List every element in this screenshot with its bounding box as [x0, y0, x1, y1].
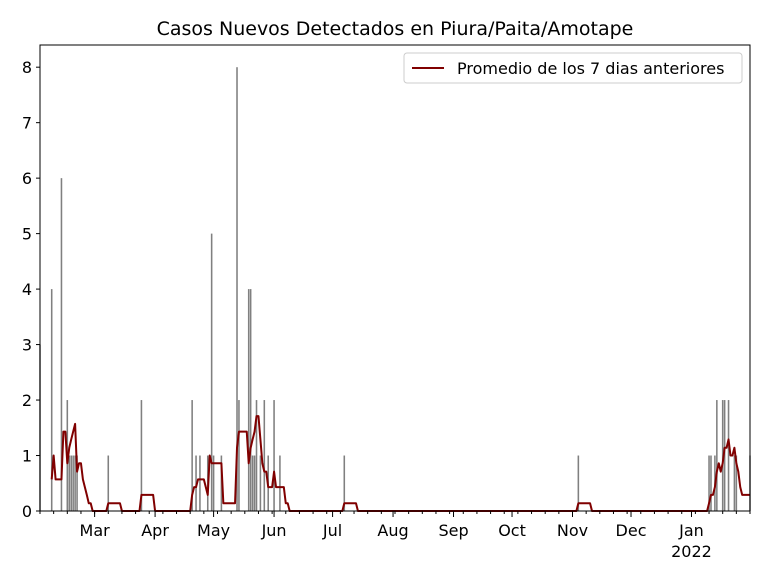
bar: [735, 455, 738, 511]
bar: [249, 289, 252, 511]
bar: [273, 400, 275, 511]
bar: [191, 400, 193, 511]
bar: [74, 455, 76, 511]
x-tick-label: Jul: [322, 521, 342, 540]
bar: [107, 455, 110, 511]
bar: [727, 400, 730, 511]
line-layer: [50, 415, 750, 512]
bar: [253, 455, 256, 511]
y-tick-label: 8: [22, 58, 32, 77]
bar: [259, 455, 262, 511]
bar: [716, 400, 718, 511]
x-tick-label: Dec: [616, 521, 647, 540]
y-tick-label: 5: [22, 225, 32, 244]
bar: [72, 455, 74, 511]
bar: [236, 67, 238, 511]
y-tick-label: 0: [22, 502, 32, 521]
y-tick-label: 1: [22, 447, 32, 466]
bar: [76, 455, 78, 511]
bar: [210, 233, 213, 511]
y-tick-label: 2: [22, 391, 32, 410]
y-tick-label: 4: [22, 280, 32, 299]
y-tick-label: 3: [22, 336, 32, 355]
bar: [708, 455, 710, 511]
bar: [255, 400, 258, 511]
bar: [140, 400, 143, 511]
bar: [70, 455, 72, 511]
y-axis: 0 1 2 3 4 5 6 7 8: [22, 58, 40, 521]
bar: [733, 455, 736, 511]
x-tick-label: Jan: [678, 521, 704, 540]
x-tick-label: Jun: [261, 521, 287, 540]
bar: [577, 455, 580, 511]
legend-box: [403, 52, 743, 84]
bar: [212, 455, 215, 511]
bar: [199, 455, 201, 511]
bar: [251, 455, 254, 511]
x-tick-label: Mar: [80, 521, 111, 540]
chart-title: Casos Nuevos Detectados en Piura/Paita/A…: [157, 18, 634, 40]
bar: [343, 455, 346, 511]
series-line: [50, 415, 750, 512]
bar: [50, 289, 53, 511]
bar: [68, 455, 71, 511]
legend-label: Promedio de los 7 dias anteriores: [457, 59, 724, 78]
x-tick-label: Apr: [141, 521, 169, 540]
legend: Promedio de los 7 dias anteriores: [403, 52, 743, 84]
bar: [238, 400, 240, 511]
bar: [279, 455, 281, 511]
x-tick-label: May: [197, 521, 230, 540]
x-tick-label: Aug: [377, 521, 408, 540]
x-tick-label: Sep: [438, 521, 468, 540]
y-tick-label: 6: [22, 169, 32, 188]
x-tick-year-label: 2022: [671, 542, 712, 561]
y-tick-label: 7: [22, 114, 32, 133]
x-axis: Mar Apr May Jun Jul Aug Sep Oct Nov Dec Jan 2022: [39, 511, 751, 561]
bar: [60, 178, 63, 511]
x-tick-label: Oct: [498, 521, 526, 540]
bar: [263, 400, 266, 511]
bar: [247, 289, 250, 511]
bar: [710, 455, 712, 511]
x-tick-label: Nov: [557, 521, 588, 540]
